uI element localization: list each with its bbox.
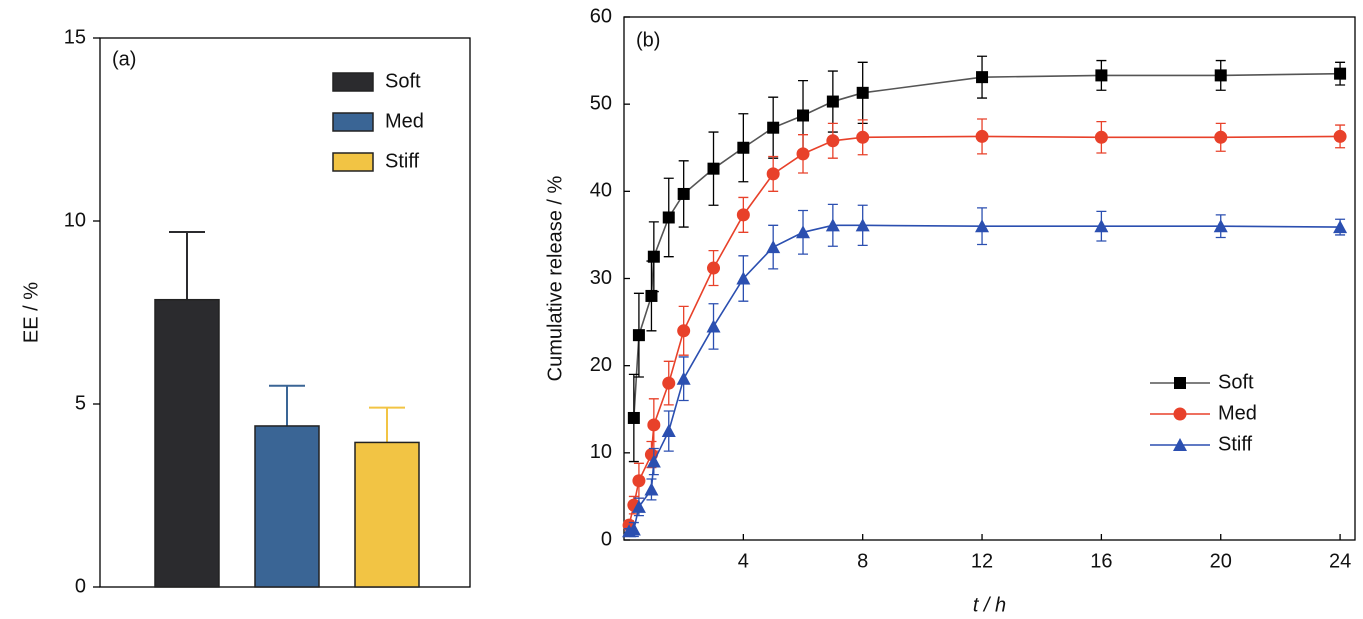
marker	[825, 218, 840, 232]
x-tick-label: 12	[971, 550, 993, 572]
x-tick-label: 16	[1090, 550, 1112, 572]
marker	[766, 167, 780, 181]
y-tick-label: 0	[601, 528, 612, 550]
marker	[644, 482, 659, 496]
marker	[627, 411, 640, 424]
y-tick-label: 10	[590, 441, 612, 463]
y-tick-label: 20	[590, 354, 612, 376]
marker	[646, 454, 661, 468]
marker	[1173, 407, 1187, 421]
series-line	[628, 135, 1341, 526]
marker	[645, 289, 658, 302]
marker	[1334, 67, 1347, 80]
marker	[677, 187, 690, 200]
marker	[632, 474, 646, 488]
y-tick-label: 60	[590, 5, 612, 27]
marker	[1094, 130, 1108, 144]
y-axis-label: Cumulative release / %	[544, 175, 566, 381]
marker	[1214, 69, 1227, 82]
y-tick-label: 0	[75, 575, 86, 597]
marker	[975, 219, 990, 233]
marker	[1095, 69, 1108, 82]
panel-label: (b)	[636, 29, 660, 51]
marker	[661, 424, 676, 438]
legend-label: Soft	[385, 70, 421, 92]
marker	[1333, 220, 1348, 234]
bar	[354, 441, 420, 588]
marker	[767, 121, 780, 134]
x-tick-label: 4	[738, 550, 749, 572]
marker	[736, 208, 750, 222]
marker	[796, 147, 810, 161]
series	[622, 203, 1348, 538]
marker	[662, 376, 676, 390]
y-axis-label: EE / %	[20, 282, 42, 343]
marker	[1094, 219, 1109, 233]
y-tick-label: 5	[75, 392, 86, 414]
series	[622, 118, 1347, 532]
marker	[662, 211, 675, 224]
marker	[796, 225, 811, 239]
marker	[766, 240, 781, 254]
marker	[707, 162, 720, 175]
x-tick-label: 8	[857, 550, 868, 572]
legend-swatch	[332, 72, 374, 92]
marker	[647, 418, 661, 432]
bar	[154, 298, 220, 588]
marker	[797, 109, 810, 122]
legend-label: Med	[1218, 402, 1257, 424]
legend-label: Soft	[1218, 371, 1254, 393]
x-tick-label: 20	[1210, 550, 1232, 572]
marker	[826, 134, 840, 148]
y-tick-label: 30	[590, 267, 612, 289]
marker	[626, 522, 641, 536]
marker	[975, 129, 989, 143]
legend-swatch	[332, 152, 374, 172]
marker	[632, 329, 645, 342]
y-tick-label: 50	[590, 92, 612, 114]
y-tick-label: 15	[64, 26, 86, 48]
legend-label: Stiff	[385, 150, 420, 172]
marker	[706, 319, 721, 333]
x-axis-label: t / h	[973, 594, 1006, 616]
marker	[976, 71, 989, 84]
marker	[736, 271, 751, 285]
marker	[677, 324, 691, 338]
x-tick-label: 24	[1329, 550, 1351, 572]
marker	[1333, 129, 1347, 143]
marker	[1173, 438, 1187, 451]
marker	[826, 95, 839, 108]
marker	[855, 218, 870, 232]
marker	[1174, 377, 1186, 389]
marker	[856, 130, 870, 144]
marker	[1214, 130, 1228, 144]
y-tick-label: 40	[590, 180, 612, 202]
marker	[676, 371, 691, 385]
marker	[647, 250, 660, 263]
legend-swatch	[332, 112, 374, 132]
bar	[254, 425, 320, 588]
legend-label: Stiff	[1218, 433, 1253, 455]
marker	[1213, 219, 1228, 233]
marker	[707, 261, 721, 275]
series	[627, 55, 1347, 463]
plot-frame	[623, 16, 1356, 541]
legend-label: Med	[385, 110, 424, 132]
y-tick-label: 10	[64, 209, 86, 231]
marker	[856, 86, 869, 99]
series-line	[633, 72, 1341, 419]
marker	[631, 499, 646, 513]
marker	[737, 141, 750, 154]
panel-label: (a)	[112, 48, 136, 70]
